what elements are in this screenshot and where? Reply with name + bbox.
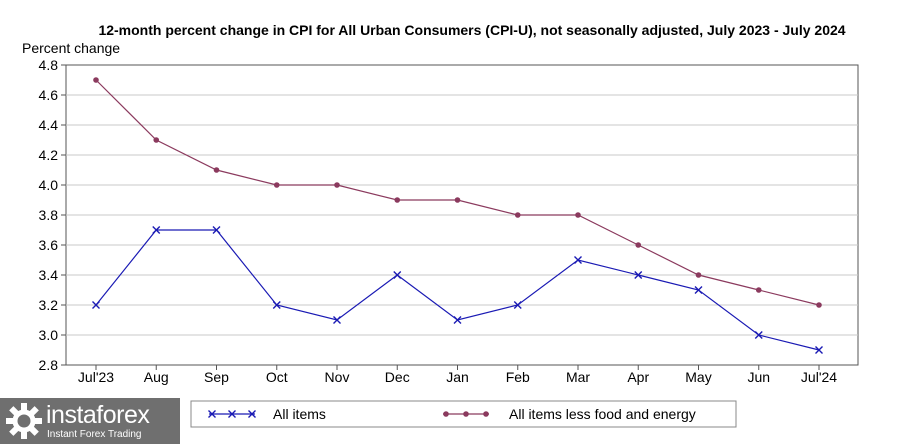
y-tick-label: 4.8 xyxy=(39,57,59,73)
y-tick-label: 4.6 xyxy=(39,87,59,103)
y-tick-label: 3.2 xyxy=(39,297,59,313)
chart-title: 12-month percent change in CPI for All U… xyxy=(98,22,846,38)
x-tick-label: Oct xyxy=(266,369,288,385)
watermark: instaforex Instant Forex Trading xyxy=(0,398,180,444)
data-point xyxy=(635,242,642,248)
data-point xyxy=(815,346,823,354)
data-point xyxy=(453,316,462,324)
x-tick-label: Feb xyxy=(506,369,530,385)
series xyxy=(92,226,823,354)
data-point xyxy=(634,271,643,279)
data-point xyxy=(575,212,581,218)
x-tick-label: Jul'24 xyxy=(801,369,837,385)
data-point xyxy=(514,212,521,218)
data-point xyxy=(483,411,489,417)
series xyxy=(93,77,822,308)
data-point xyxy=(695,272,702,278)
x-tick-labels: Jul'23 Aug Sep Oct Nov Dec Jan Feb Mar Apr May Jun J… xyxy=(78,369,837,385)
x-tick-label: Aug xyxy=(144,369,169,385)
data-point xyxy=(208,410,216,418)
data-point xyxy=(513,301,522,309)
y-tick-label: 3.8 xyxy=(39,207,59,223)
data-point xyxy=(463,411,469,417)
data-point xyxy=(754,331,763,339)
data-point xyxy=(273,182,280,188)
data-point xyxy=(816,302,822,308)
y-tick-label: 3.0 xyxy=(39,327,59,343)
y-tick-label: 3.6 xyxy=(39,237,59,253)
legend-label: All items less food and energy xyxy=(509,406,696,422)
x-tick-label: Jul'23 xyxy=(78,369,114,385)
instaforex-logo-icon xyxy=(6,403,42,439)
data-point xyxy=(694,286,703,294)
y-tick-label: 2.8 xyxy=(39,357,59,373)
data-point xyxy=(228,410,236,418)
data-point xyxy=(153,137,160,143)
y-tick-label: 4.4 xyxy=(39,117,59,133)
data-point xyxy=(574,256,582,264)
x-tick-label: Dec xyxy=(385,369,410,385)
data-point xyxy=(248,410,256,418)
data-point xyxy=(393,271,402,279)
data-point xyxy=(212,226,221,234)
x-tick-label: Nov xyxy=(325,369,350,385)
watermark-brand-name: instaforex xyxy=(46,401,150,429)
data-point xyxy=(92,301,100,309)
data-point xyxy=(394,197,401,203)
data-point xyxy=(755,287,762,293)
data-point xyxy=(272,301,281,309)
data-point xyxy=(443,411,449,417)
x-tick-label: Jun xyxy=(747,369,770,385)
data-point xyxy=(93,77,99,83)
legend-entry: All items xyxy=(208,406,326,422)
series-layer xyxy=(92,77,823,354)
x-tick-label: Jan xyxy=(446,369,469,385)
legend-label: All items xyxy=(273,406,326,422)
y-tick-label: 4.0 xyxy=(39,177,59,193)
y-tick-label: 4.2 xyxy=(39,147,59,163)
x-tick-label: Mar xyxy=(566,369,590,385)
y-tick-labels: 2.8 3.0 3.2 3.4 3.6 3.8 4.0 4.2 4.4 4.6 4.8 xyxy=(39,57,59,373)
data-point xyxy=(454,197,461,203)
grid-lines xyxy=(61,64,858,370)
y-tick-label: 3.4 xyxy=(39,267,59,283)
legend: All items All items less food and energy xyxy=(190,400,737,428)
data-point xyxy=(333,316,341,324)
y-axis-label: Percent change xyxy=(22,40,121,56)
watermark-tagline: Instant Forex Trading xyxy=(47,429,142,440)
data-point xyxy=(334,182,340,188)
legend-entry: All items less food and energy xyxy=(443,406,696,422)
data-point xyxy=(152,226,161,234)
x-tick-label: May xyxy=(685,369,711,385)
x-tick-label: Sep xyxy=(204,369,229,385)
data-point xyxy=(213,167,220,173)
x-tick-label: Apr xyxy=(627,369,649,385)
